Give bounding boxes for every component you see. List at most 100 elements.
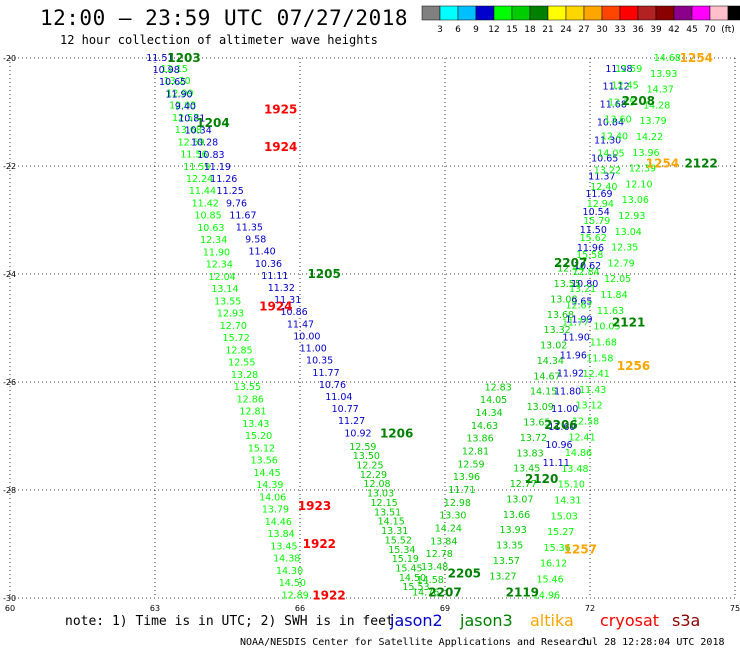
y-tick-label: -26 [3,378,16,387]
swh-value: 12.40 [590,182,617,193]
swh-value: 13.12 [576,401,603,412]
swh-value: 12.85 [225,345,252,356]
swh-value: 12.86 [237,394,264,405]
swh-value: 13.96 [453,472,480,483]
swh-value: 11.68 [600,100,627,111]
swh-value: 15.36 [544,543,571,554]
swh-value: 15.03 [551,511,578,522]
colorbar-tick: 30 [596,25,608,35]
swh-value: 10.62 [574,261,601,272]
swh-value: 14.31 [554,495,581,506]
swh-value: 10.63 [197,223,224,234]
time-label: 1257 [564,542,597,556]
swh-value: 13.79 [262,505,289,516]
colorbar-swatch [421,5,441,21]
swh-value: 15.62 [580,233,607,244]
swh-value: 12.93 [618,211,645,222]
swh-value: 12.34 [200,235,227,246]
swh-value: 11.60 [548,422,575,433]
swh-value: 12.25 [356,461,383,472]
time-labels: 1203 1204 1205 1206 1925 1924 1924 1923 1922 1922… [167,51,718,602]
swh-value: 13.79 [640,116,667,127]
swh-value: 12.39 [629,164,656,175]
colorbar-swatch [547,5,567,21]
x-tick-label: 72 [585,604,595,613]
swh-value: 10.34 [185,126,212,137]
colorbar-swatch [601,5,621,21]
time-label: 1925 [264,102,297,116]
time-label: 1922 [312,588,345,602]
swh-value: 12.99 [166,88,193,99]
swh-value: 11.37 [588,171,615,182]
swh-value: 14.24 [435,523,462,534]
swh-value: 11.19 [204,162,231,173]
time-label: 2205 [448,567,481,581]
swh-value: 11.00 [300,344,327,355]
swh-value: 12.15 [161,64,188,75]
swh-value: 11.96 [560,350,587,361]
swh-value: 12.75 [608,98,635,109]
x-tick-label: 63 [150,604,160,613]
swh-value: 11.58 [586,353,613,364]
legend-jason3: jason3 [459,611,513,630]
swh-value: 11.90 [563,333,590,344]
colorbar-swatch [583,5,603,21]
swh-value: 10.00 [293,331,320,342]
colorbar-tick: 18 [524,25,536,35]
time-label: 1924 [259,299,292,313]
swh-value: 10.81 [178,114,205,125]
colorbar-tick: 45 [686,25,697,35]
swh-value: 13.60 [604,115,631,126]
time-label: 1254 [646,156,679,170]
time-label: 2207 [554,256,587,270]
swh-value: 14.05 [480,395,507,406]
colorbar-tick: (ft) [721,25,735,35]
page-subtitle: 12 hour collection of altimeter wave hei… [60,33,378,47]
swh-value: 10.65 [591,153,618,164]
swh-value: 11.99 [565,315,592,326]
colorbar-tick: 39 [650,25,662,35]
swh-value: 13.83 [516,448,543,459]
swh-value: 13.20 [164,76,191,87]
swh-value: 14.50 [279,578,306,589]
swh-value: 13.65 [523,418,550,429]
swh-value: 10.85 [194,211,221,222]
chart-legend: jason2 jason3 altika cryosat s3a [389,611,700,630]
swh-value: 12.41 [583,369,610,380]
colorbar-tick: 12 [488,25,499,35]
legend-jason2: jason2 [389,611,443,630]
swh-value: 14.15 [378,517,405,528]
swh-value: 14.05 [597,148,624,159]
swh-value: 15.20 [245,431,272,442]
swh-value: 14.86 [565,448,592,459]
swh-value: 12.70 [220,321,247,332]
swh-value: 13.55 [234,382,261,393]
swh-value: 11.50 [580,225,607,236]
swh-value: 12.15 [370,498,397,509]
time-label: 1924 [264,140,297,154]
swh-value: 14.37 [647,85,674,96]
colorbar-swatch [457,5,477,21]
swh-value: 12.40 [601,131,628,142]
swh-value: 13.66 [503,510,530,521]
swh-value: 11.47 [287,319,314,330]
swh-value: 13.56 [251,456,278,467]
swh-value: 12.84 [573,267,600,278]
swh-value: 15.79 [583,216,610,227]
swh-value: 12.59 [615,64,642,75]
colorbar-tick: 6 [455,25,461,35]
swh-value: 13.08 [550,294,577,305]
swh-value: 11.92 [557,368,584,379]
swh-value: 13.48 [561,464,588,475]
swh-value: 12.78 [426,549,453,560]
page-title: 12:00 – 23:59 UTC 07/27/2018 [40,6,409,30]
swh-value: 10.86 [280,307,307,318]
legend-cryosat: cryosat [600,611,659,630]
swh-value: 12.57 [172,113,199,124]
swh-value: 15.45 [395,563,422,574]
swh-value: 11.42 [192,198,219,209]
footer-timestamp: Jul 28 12:28:04 UTC 2018 [580,637,725,648]
swh-value: 11.69 [585,189,612,200]
swh-value: 13.02 [540,341,567,352]
swh-value: 10.05 [593,322,620,333]
